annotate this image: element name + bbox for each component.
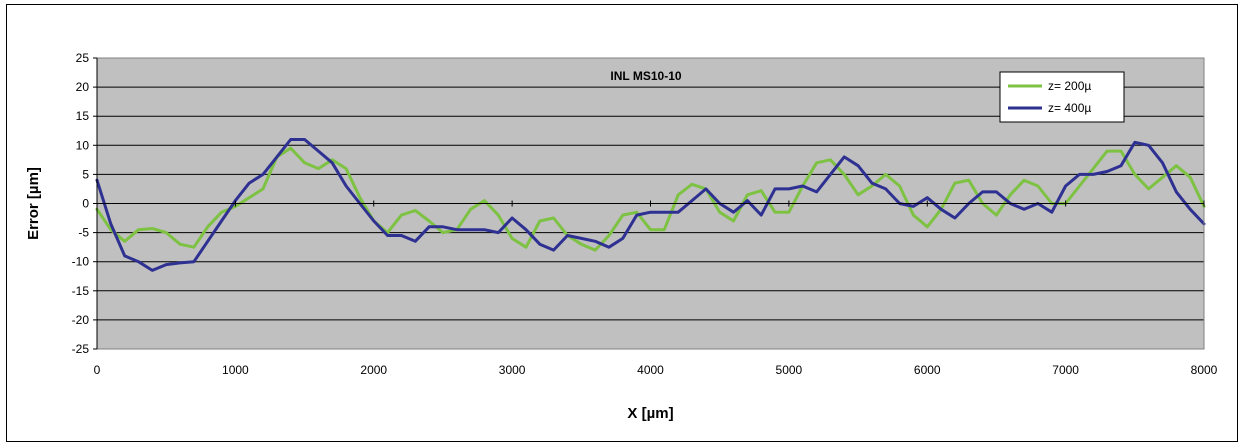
x-tick-label: 5000 xyxy=(776,363,803,377)
x-tick-label: 3000 xyxy=(499,363,526,377)
x-tick-label: 6000 xyxy=(914,363,941,377)
y-axis: -25 -20 -15 -10 -5 0 5 10 15 20 25 xyxy=(72,51,98,356)
x-tick-label: 7000 xyxy=(1052,363,1079,377)
series-line-z200 xyxy=(95,146,1206,252)
y-tick-label: 0 xyxy=(82,197,89,211)
legend: z= 200µ z= 400µ xyxy=(999,71,1125,123)
x-tick-label: 1000 xyxy=(222,363,249,377)
x-tick-label: 2000 xyxy=(360,363,387,377)
y-tick-label: 10 xyxy=(76,138,90,152)
y-tick-label: -10 xyxy=(72,255,90,269)
legend-box xyxy=(999,71,1125,123)
series-group xyxy=(95,138,1206,272)
y-tick-label: 5 xyxy=(82,167,89,181)
x-tick-label: 4000 xyxy=(637,363,664,377)
x-tick-label: 8000 xyxy=(1191,363,1218,377)
legend-label-z200: z= 200µ xyxy=(1048,79,1091,93)
y-tick-label: 15 xyxy=(76,109,90,123)
chart-title: INL MS10-10 xyxy=(610,69,681,83)
x-tick-label: 0 xyxy=(94,363,101,377)
series-line-z400 xyxy=(95,138,1206,272)
y-tick-label: -5 xyxy=(78,226,89,240)
y-tick-label: 25 xyxy=(76,51,90,65)
y-axis-title: Error [µm] xyxy=(25,167,42,240)
y-tick-label: -15 xyxy=(72,284,90,298)
y-tick-label: -20 xyxy=(72,313,90,327)
y-tick-label: -25 xyxy=(72,342,90,356)
x-axis-title: X [µm] xyxy=(627,405,673,422)
legend-label-z400: z= 400µ xyxy=(1048,101,1091,115)
y-tick-label: 20 xyxy=(76,80,90,94)
